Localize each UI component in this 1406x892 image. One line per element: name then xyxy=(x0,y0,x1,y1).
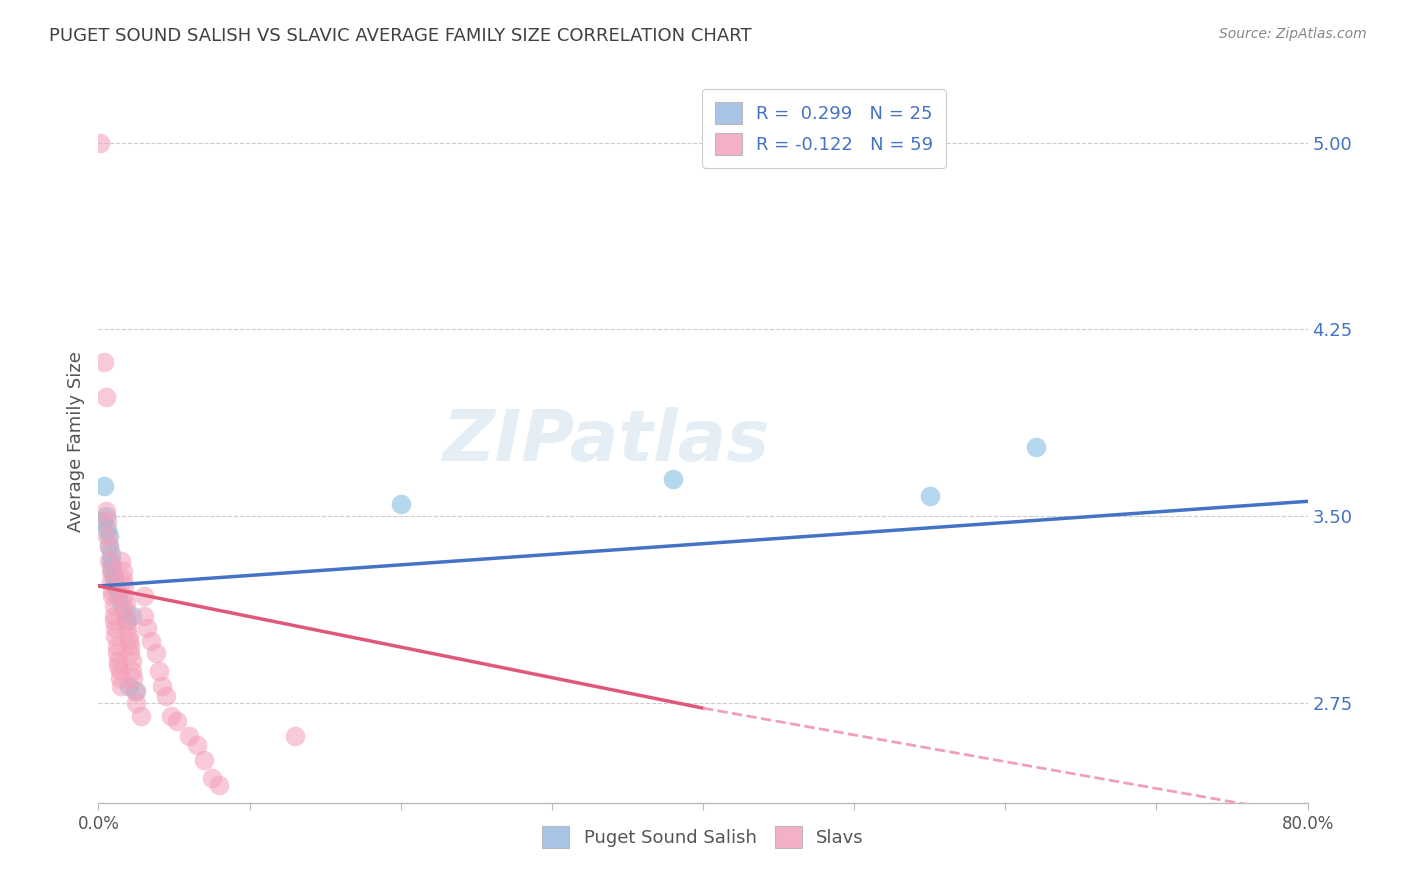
Point xyxy=(103,569,125,583)
Point xyxy=(124,683,146,698)
Point xyxy=(103,614,125,628)
Point xyxy=(121,654,143,668)
Point xyxy=(107,658,129,673)
Point xyxy=(104,629,127,643)
Point xyxy=(114,614,136,628)
Point xyxy=(105,646,128,660)
Point xyxy=(98,539,121,553)
Point xyxy=(118,633,141,648)
Point xyxy=(145,646,167,660)
Point xyxy=(120,639,142,653)
Point xyxy=(193,754,215,768)
Point xyxy=(101,589,124,603)
Point xyxy=(103,609,125,624)
Point xyxy=(107,654,129,668)
Point xyxy=(110,554,132,568)
Point xyxy=(96,529,118,543)
Point xyxy=(179,729,201,743)
Point xyxy=(111,564,134,578)
Point xyxy=(160,708,183,723)
Point xyxy=(96,522,118,536)
Text: Source: ZipAtlas.com: Source: ZipAtlas.com xyxy=(1219,27,1367,41)
Point xyxy=(129,708,152,723)
Point xyxy=(112,589,135,603)
Point xyxy=(141,633,163,648)
Point xyxy=(132,589,155,603)
Point xyxy=(114,604,136,618)
Point xyxy=(103,572,125,586)
Point xyxy=(110,597,132,611)
Point xyxy=(120,646,142,660)
Point xyxy=(118,679,141,693)
Point xyxy=(100,547,122,561)
Point xyxy=(115,621,138,635)
Point xyxy=(101,564,124,578)
Point xyxy=(98,539,121,553)
Point xyxy=(94,390,117,404)
Point xyxy=(101,559,124,574)
Y-axis label: Average Family Size: Average Family Size xyxy=(66,351,84,532)
Point xyxy=(91,514,114,528)
Point xyxy=(148,664,170,678)
Point xyxy=(1024,440,1046,454)
Point xyxy=(208,778,231,792)
Point xyxy=(100,554,122,568)
Point xyxy=(135,621,157,635)
Point xyxy=(108,671,131,685)
Point xyxy=(118,629,141,643)
Point xyxy=(101,584,124,599)
Point xyxy=(121,664,143,678)
Point xyxy=(111,572,134,586)
Point xyxy=(121,609,143,624)
Point xyxy=(107,589,129,603)
Point xyxy=(104,621,127,635)
Point xyxy=(125,696,148,710)
Point xyxy=(96,514,118,528)
Text: PUGET SOUND SALISH VS SLAVIC AVERAGE FAMILY SIZE CORRELATION CHART: PUGET SOUND SALISH VS SLAVIC AVERAGE FAM… xyxy=(49,27,752,45)
Point xyxy=(103,599,125,613)
Point xyxy=(98,554,121,568)
Point xyxy=(111,604,134,618)
Point xyxy=(114,597,136,611)
Point xyxy=(93,479,115,493)
Legend: Puget Sound Salish, Slavs: Puget Sound Salish, Slavs xyxy=(531,815,875,859)
Point xyxy=(104,579,127,593)
Point xyxy=(150,679,173,693)
Point xyxy=(284,729,307,743)
Point xyxy=(389,497,412,511)
Point xyxy=(122,671,145,685)
Point xyxy=(125,683,148,698)
Text: ZIPatlas: ZIPatlas xyxy=(443,407,770,476)
Point xyxy=(108,664,131,678)
Point xyxy=(100,564,122,578)
Point xyxy=(112,579,135,593)
Point xyxy=(105,639,128,653)
Point xyxy=(166,714,188,728)
Point xyxy=(89,136,111,150)
Point xyxy=(661,472,683,486)
Point xyxy=(94,504,117,518)
Point xyxy=(918,489,941,503)
Point xyxy=(94,509,117,524)
Point xyxy=(110,679,132,693)
Point xyxy=(100,574,122,588)
Point xyxy=(105,584,128,599)
Point xyxy=(201,771,224,785)
Point xyxy=(98,529,121,543)
Point xyxy=(115,614,138,628)
Point xyxy=(155,689,177,703)
Point xyxy=(93,355,115,369)
Point xyxy=(132,609,155,624)
Point xyxy=(186,739,208,753)
